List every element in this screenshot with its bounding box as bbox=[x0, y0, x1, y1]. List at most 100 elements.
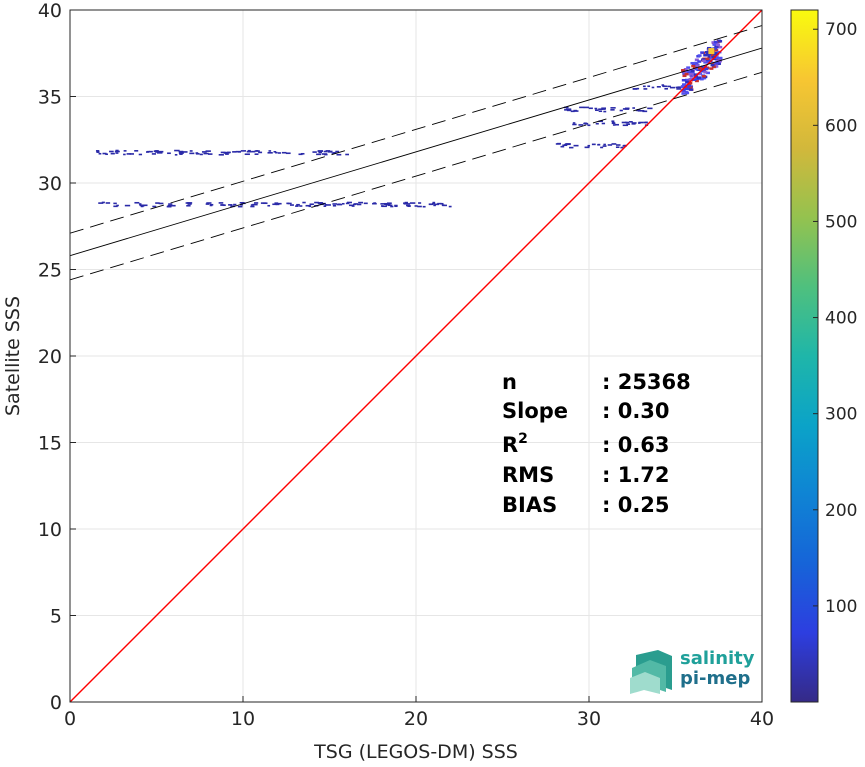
density-mark bbox=[251, 150, 256, 153]
density-mark bbox=[684, 72, 689, 76]
stat-value: : 0.25 bbox=[602, 493, 670, 517]
density-mark bbox=[701, 59, 706, 63]
density-mark bbox=[642, 110, 648, 113]
density-mark bbox=[316, 153, 322, 156]
stat-label: Slope bbox=[502, 399, 568, 423]
density-mark bbox=[688, 77, 693, 81]
density-mark bbox=[448, 205, 452, 208]
density-mark bbox=[694, 61, 699, 65]
density-cluster bbox=[680, 39, 723, 95]
density-mark bbox=[345, 153, 349, 156]
density-mark bbox=[407, 205, 411, 208]
density-mark bbox=[703, 58, 708, 61]
density-mark bbox=[624, 108, 630, 110]
density-mark bbox=[697, 54, 702, 57]
x-tick-label: 40 bbox=[750, 708, 774, 730]
density-mark bbox=[587, 124, 591, 127]
density-peak bbox=[708, 48, 715, 55]
density-mark bbox=[598, 110, 603, 113]
density-mark bbox=[281, 151, 287, 154]
density-mark bbox=[611, 122, 616, 125]
density-mark bbox=[414, 205, 418, 207]
density-mark bbox=[602, 145, 607, 147]
density-mark bbox=[619, 109, 623, 112]
density-mark bbox=[565, 108, 572, 110]
colorbar-frame bbox=[790, 9, 819, 703]
density-mark bbox=[254, 153, 259, 155]
density-mark bbox=[611, 120, 615, 123]
density-mark bbox=[713, 51, 718, 55]
density-mark bbox=[591, 143, 596, 146]
stat-label: RMS bbox=[502, 463, 554, 487]
density-mark bbox=[422, 205, 426, 208]
density-mark bbox=[129, 153, 135, 155]
density-mark bbox=[206, 202, 212, 204]
density-mark bbox=[612, 124, 616, 126]
density-mark bbox=[275, 151, 278, 154]
density-mark bbox=[636, 87, 640, 90]
density-mark bbox=[309, 203, 314, 206]
density-mark bbox=[682, 83, 687, 86]
density-mark bbox=[321, 153, 328, 155]
density-mark bbox=[631, 123, 636, 125]
density-mark bbox=[170, 204, 176, 207]
density-mark bbox=[250, 205, 255, 208]
stat-label: n bbox=[502, 370, 517, 394]
density-mark bbox=[700, 51, 705, 54]
density-mark bbox=[390, 205, 394, 208]
density-mark bbox=[708, 57, 713, 60]
colorbar bbox=[791, 10, 818, 702]
density-mark bbox=[96, 151, 100, 153]
density-mark bbox=[710, 63, 715, 67]
fit-upper-line bbox=[70, 25, 762, 234]
density-mark bbox=[237, 151, 242, 153]
density-mark bbox=[314, 201, 319, 204]
density-mark bbox=[178, 150, 184, 153]
density-mark bbox=[417, 205, 422, 208]
density-mark bbox=[300, 152, 305, 155]
y-tick-label: 25 bbox=[38, 260, 62, 282]
density-mark bbox=[286, 202, 290, 205]
density-mark bbox=[567, 143, 571, 146]
density-mark bbox=[663, 85, 668, 88]
density-mark bbox=[718, 40, 723, 43]
density-mark bbox=[102, 152, 107, 155]
density-mark bbox=[651, 86, 655, 89]
colorbar-tick-label: 400 bbox=[825, 309, 857, 329]
density-mark bbox=[205, 150, 211, 152]
density-mark bbox=[252, 203, 258, 206]
density-mark bbox=[640, 109, 645, 112]
density-mark bbox=[404, 201, 408, 204]
density-mark bbox=[394, 205, 398, 208]
density-cluster bbox=[564, 106, 653, 113]
density-mark bbox=[703, 54, 708, 57]
density-mark bbox=[220, 151, 226, 154]
density-mark bbox=[295, 205, 299, 207]
density-mark bbox=[305, 204, 311, 207]
density-mark bbox=[637, 109, 642, 112]
density-mark bbox=[115, 149, 119, 152]
density-mark bbox=[632, 88, 638, 90]
density-mark bbox=[688, 86, 693, 89]
density-mark bbox=[705, 60, 710, 64]
density-mark bbox=[114, 150, 120, 153]
density-mark bbox=[434, 203, 440, 206]
density-mark bbox=[187, 202, 193, 204]
stat-label: BIAS bbox=[502, 493, 557, 517]
logo-layer-front bbox=[630, 672, 660, 694]
density-cluster bbox=[98, 201, 452, 208]
density-mark bbox=[694, 67, 699, 71]
density-mark bbox=[656, 86, 661, 88]
density-mark bbox=[182, 151, 188, 153]
density-mark bbox=[296, 203, 300, 206]
density-mark bbox=[324, 204, 328, 206]
density-mark bbox=[718, 56, 723, 60]
density-mark bbox=[373, 202, 377, 204]
density-mark bbox=[647, 107, 653, 110]
density-mark bbox=[403, 202, 407, 205]
density-mark bbox=[254, 202, 259, 204]
density-mark bbox=[621, 121, 627, 124]
density-mark bbox=[153, 150, 160, 153]
density-mark bbox=[711, 41, 716, 44]
